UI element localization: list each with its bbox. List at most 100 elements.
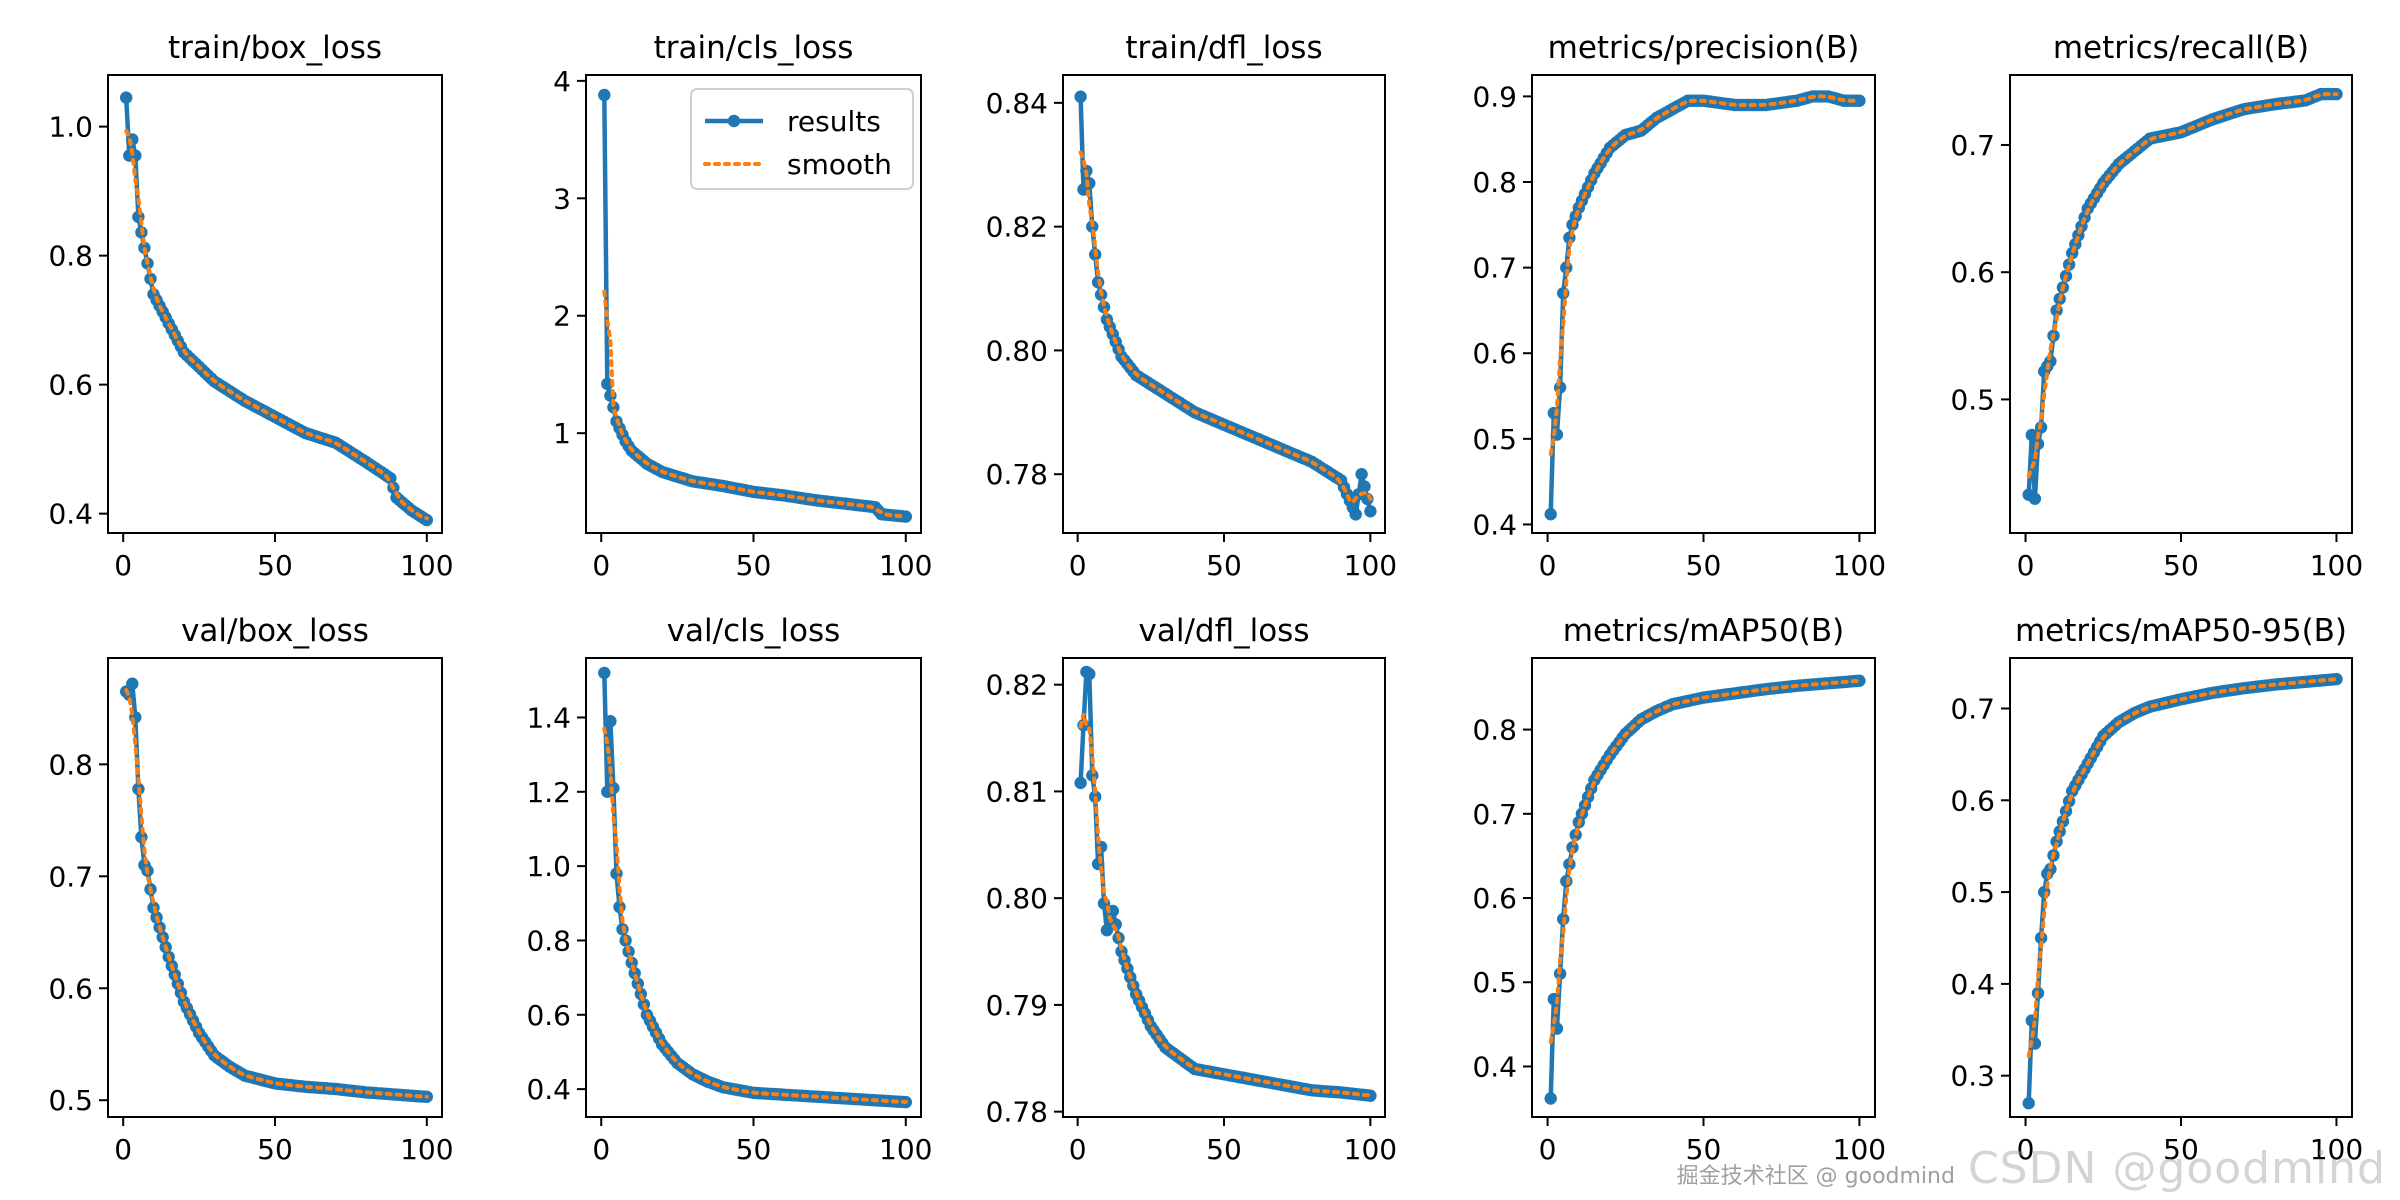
axes-frame	[107, 657, 443, 1118]
watermark-big-text: CSDN @goodmind	[1967, 1143, 2386, 1194]
results-point	[1074, 776, 1087, 790]
y-tick-label: 0.8	[526, 924, 571, 957]
watermark-small-text: 掘金技术社区 @ goodmind	[1676, 1164, 1955, 1189]
y-tick-label: 0.78	[986, 458, 1048, 491]
results-point	[1083, 667, 1096, 681]
results-point	[1557, 287, 1570, 300]
y-tick-label: 0.3	[1950, 1060, 1995, 1093]
results-point	[628, 967, 641, 980]
y-tick-label: 1.0	[526, 850, 571, 883]
y-tick-label: 0.4	[1472, 1050, 1517, 1083]
smooth-line	[2026, 92, 2339, 479]
x-tick-label: 0	[114, 1133, 132, 1166]
results-point	[1364, 1089, 1377, 1102]
y-tick-label: 0.81	[986, 775, 1048, 808]
x-tick-label: 100	[400, 1133, 453, 1166]
results-point	[598, 88, 611, 102]
subplot-title: metrics/recall(B)	[2053, 30, 2309, 66]
y-tick-label: 3	[553, 182, 571, 215]
axes-frame	[1531, 657, 1876, 1118]
y-tick-label: 1.0	[48, 111, 93, 144]
plot-area	[120, 677, 433, 1104]
plot-area	[2022, 672, 2343, 1110]
y-tick-label: 0.7	[1950, 129, 1995, 162]
x-tick-label: 50	[1206, 1133, 1242, 1166]
x-tick-label: 0	[592, 1133, 610, 1166]
results-point	[631, 977, 644, 990]
results-line	[124, 681, 427, 1100]
results-point	[1074, 90, 1087, 103]
y-tick-label: 0.4	[48, 498, 93, 531]
subplot-val-box-loss: 0.5 0.6 0.7 0.8 0 50 100 val/box_loss	[48, 613, 453, 1166]
x-tick-label: 50	[2163, 1133, 2199, 1166]
plot-area	[598, 88, 912, 523]
plot-area	[2022, 87, 2343, 505]
x-tick-label: 0	[2017, 549, 2035, 582]
subplot-title: metrics/mAP50(B)	[1563, 613, 1844, 649]
smooth-line	[1548, 94, 1862, 456]
plot-area	[1074, 665, 1377, 1102]
axes-frame	[585, 657, 922, 1118]
y-tick-label: 0.6	[526, 999, 571, 1032]
x-tick-label: 0	[1539, 1133, 1557, 1166]
y-tick-label: 0.6	[1472, 882, 1517, 915]
x-tick-label: 50	[736, 1133, 772, 1166]
y-tick-label: 1.2	[526, 776, 571, 809]
y-tick-label: 0.7	[1472, 252, 1517, 285]
y-tick-label: 0.7	[1950, 692, 1995, 725]
x-tick-label: 100	[879, 549, 932, 582]
y-tick-label: 0.6	[48, 369, 93, 402]
x-tick-label: 100	[1344, 549, 1397, 582]
plot-area	[120, 91, 433, 527]
plot-area	[1074, 90, 1377, 521]
results-line	[602, 672, 906, 1105]
smooth-line	[1078, 713, 1373, 1098]
x-tick-label: 0	[1069, 549, 1087, 582]
axes-frame	[2009, 657, 2353, 1118]
y-tick-label: 0.8	[48, 748, 93, 781]
subplot-metrics-map50-95-b-: 0.3 0.4 0.5 0.6 0.7 0 50 100 metrics/mAP50-95(B)	[1950, 613, 2363, 1166]
smooth-line	[602, 726, 908, 1104]
y-tick-label: 0.79	[986, 989, 1048, 1022]
x-tick-label: 50	[257, 1133, 293, 1166]
y-tick-label: 0.6	[1950, 256, 1995, 289]
axes-frame	[1531, 74, 1876, 534]
subplot-title: val/box_loss	[181, 613, 369, 649]
x-tick-label: 100	[2310, 549, 2363, 582]
y-tick-label: 0.5	[48, 1084, 93, 1117]
x-tick-label: 50	[2163, 549, 2199, 582]
y-tick-label: 0.5	[1950, 876, 1995, 909]
legend-results-label: results	[787, 105, 881, 138]
subplot-train-dfl-loss: 0.78 0.80 0.82 0.84 0 50 100 train/dfl_loss	[986, 30, 1397, 582]
y-tick-label: 0.82	[986, 211, 1048, 244]
y-tick-label: 1.4	[526, 701, 571, 734]
y-tick-label: 0.4	[526, 1073, 571, 1106]
subplot-title: train/cls_loss	[654, 30, 854, 66]
watermark: 掘金技术社区 @ goodmind CSDN @goodmind	[1677, 1143, 2386, 1194]
axes-frame	[1062, 74, 1386, 534]
results-point	[2025, 428, 2039, 442]
results-point	[1544, 508, 1557, 521]
results-point	[1349, 508, 1362, 521]
results-line	[2026, 676, 2337, 1104]
y-tick-label: 0.6	[1950, 784, 1995, 817]
y-tick-label: 0.80	[986, 334, 1048, 367]
y-tick-label: 0.5	[1472, 966, 1517, 999]
subplot-title: train/box_loss	[168, 30, 382, 66]
x-tick-label: 50	[1686, 549, 1722, 582]
results-point	[1100, 924, 1114, 937]
results-line	[1548, 678, 1860, 1099]
results-point	[2330, 672, 2343, 686]
y-tick-label: 0.8	[48, 240, 93, 273]
results-point	[1355, 468, 1368, 481]
x-tick-label: 100	[1833, 549, 1886, 582]
results-line	[123, 97, 429, 523]
y-tick-label: 0.5	[1472, 423, 1517, 456]
x-tick-label: 50	[1206, 549, 1242, 582]
x-tick-label: 50	[257, 549, 293, 582]
smooth-line	[1548, 679, 1862, 1044]
y-tick-label: 0.7	[1472, 798, 1517, 831]
legend: results smooth	[690, 88, 914, 190]
results-line	[2026, 91, 2337, 501]
